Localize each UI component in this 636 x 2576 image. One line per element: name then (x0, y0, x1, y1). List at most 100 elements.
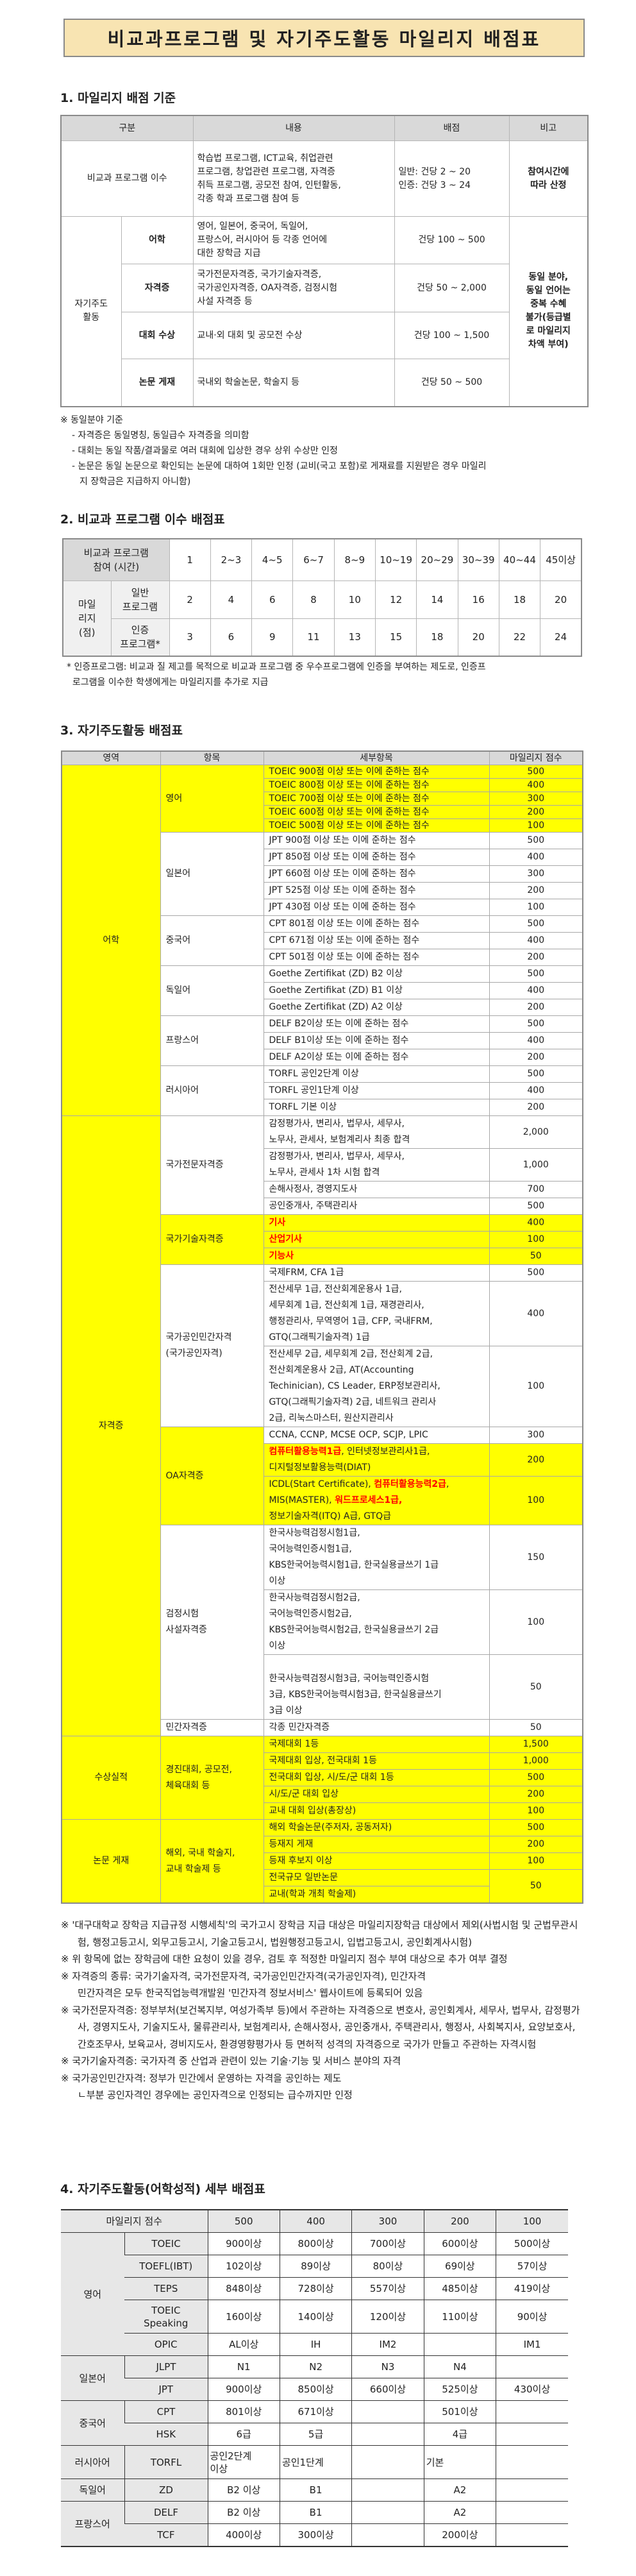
test-threshold: 102이상 (207, 2255, 280, 2278)
detail-text: 감정평가사, 변리사, 법무사, 세무사, 노무사, 관세사 1차 시험 합격 (269, 1151, 405, 1178)
program-points: 일반: 건당 2 ~ 20 인증: 건당 3 ~ 24 (394, 140, 510, 217)
self-sub-label: 대회 수상 (121, 312, 194, 359)
detail-cell: CPT 671점 이상 또는 이에 준하는 점수 (263, 932, 490, 949)
test-threshold: 700이상 (351, 2232, 424, 2255)
test-threshold (496, 2479, 568, 2502)
item-label: 일본어 (160, 832, 264, 916)
score-cell: 200 (489, 805, 583, 819)
score-cell: 400 (489, 849, 583, 866)
detail-text: TORFL 공인1단계 이상 (269, 1085, 359, 1096)
detail-text: CPT 671점 이상 또는 이에 준하는 점수 (269, 935, 420, 945)
language-label: 프랑스어 (61, 2501, 124, 2547)
detail-cell: 국제FRM, CFA 1급 (263, 1264, 490, 1282)
table-row: 한국사능력검정시험3급, 국어능력인증시험 3급, KBS한국어능력시험3급, … (62, 1654, 583, 1720)
detail-cell: TOEIC 900점 이상 또는 이에 준하는 점수 (263, 765, 490, 779)
detail-text: 전국대회 입상, 시/도/군 대회 1등 (269, 1772, 394, 1783)
score-cell: 500 (489, 965, 583, 983)
program-remark: 참여시간에 따라 산정 (508, 140, 589, 217)
table-row: TOEIC 600점 이상 또는 이에 준하는 점수 200 (62, 805, 583, 819)
table-row: 국제대회 입상, 전국대회 1등 1,000 (62, 1752, 583, 1770)
test-name: HSK (124, 2423, 208, 2446)
detail-cell: DELF A2이상 또는 이에 준하는 점수 (263, 1049, 490, 1066)
table-header-row: 영역 항목 세부항목 마일리지 점수 (61, 750, 583, 765)
hours-cell: 10~19 (374, 538, 417, 581)
detail-cell: 국제대회 1등 (263, 1736, 490, 1753)
score-cell: 500 (489, 1769, 583, 1786)
header-category: 구분 (60, 115, 194, 141)
highlighted-detail-text: 컴퓨터활용능력2급 (374, 1479, 446, 1489)
hours-cell: 45이상 (540, 538, 582, 581)
detail-text: 해외 학술논문(주저자, 공동저자) (269, 1822, 392, 1833)
test-threshold (351, 2523, 424, 2547)
detail-text: TORFL 기본 이상 (269, 1102, 337, 1112)
test-threshold: N3 (351, 2355, 424, 2378)
table-row: 컴퓨터활용능력1급, 인터넷정보관리사1급, 디지털정보활용능력(DIAT) 20… (62, 1443, 583, 1477)
detail-cell: 공인중개사, 주택관리사 (263, 1198, 490, 1215)
detail-text: JPT 850점 이상 또는 이에 준하는 점수 (269, 852, 416, 862)
hours-cell: 1 (169, 538, 211, 581)
test-threshold: 공인1단계 (279, 2445, 352, 2479)
detail-cell: 등재 후보지 이상 (263, 1852, 490, 1870)
score-cell: 1,000 (489, 1148, 583, 1182)
test-threshold: 525이상 (423, 2378, 496, 2401)
language-label: 일본어 (61, 2355, 124, 2401)
test-threshold: 4급 (423, 2423, 496, 2446)
note-item: ※ 자격증의 종류: 국가기술자격, 국가전문자격, 국가공인민간자격(국가공인… (61, 1970, 426, 1999)
table-row: 논문 게재 해외, 국내 학술지, 교내 학술제 등 해외 학술논문(주저자, 공동… (61, 1819, 583, 1904)
detail-cell: CCNA, CCNP, MCSE OCP, SCJP, LPIC (263, 1427, 490, 1444)
highlighted-detail-text: 기사 (269, 1217, 286, 1228)
detail-cell: TORFL 공인2단계 이상 (263, 1065, 490, 1083)
table-row: 등재 후보지 이상 100 (62, 1852, 583, 1870)
score-cell: 200 (489, 1786, 583, 1803)
detail-text: 전산세무 2급, 세무회계 2급, 전산회계 2급, 전산회계운용사 2급, A… (269, 1349, 440, 1423)
header-score: 마일리지 점수 (489, 750, 583, 765)
detail-cell: 기사 (263, 1214, 490, 1232)
detail-text: 전국규모 일반논문 (269, 1872, 339, 1883)
detail-text: 국제대회 1등 (269, 1739, 319, 1749)
note-item: - 자격증은 동일명칭, 동일급수 자격증을 의미함 (72, 430, 249, 441)
item-label: 경진대회, 공모전, 체육대회 등 (160, 1736, 264, 1820)
certified-points: 11 (292, 618, 335, 657)
test-threshold (351, 2479, 424, 2502)
detail-cell: 감정평가사, 변리사, 법무사, 세무사, 노무사, 관세사 1차 시험 합격 (263, 1148, 490, 1182)
detail-cell: JPT 850점 이상 또는 이에 준하는 점수 (263, 849, 490, 866)
test-threshold: 110이상 (423, 2300, 496, 2334)
detail-cell: CPT 501점 이상 또는 이에 준하는 점수 (263, 949, 490, 966)
detail-cell: 교내 대회 입상(총장상) (263, 1802, 490, 1820)
note-item: - 논문은 동일 논문으로 확인되는 논문에 대하여 1회만 인정 (교비(국고… (72, 461, 487, 487)
test-threshold: 430이상 (496, 2378, 568, 2401)
hours-cell: 8~9 (333, 538, 376, 581)
table-row: 러시아어 TORFL 공인2단계 이상 500 (62, 1065, 583, 1116)
language-test-row: TEPS 848이상 728이상 557이상 485이상 419이상 (61, 2277, 568, 2300)
test-threshold (496, 2501, 568, 2524)
score-cell: 400 (489, 932, 583, 949)
test-threshold: 850이상 (279, 2378, 352, 2401)
area-label: 자격증 (61, 1115, 161, 1736)
table-row: CPT 671점 이상 또는 이에 준하는 점수 400 (62, 932, 583, 949)
score-cell: 500 (489, 1264, 583, 1282)
detail-text: CPT 501점 이상 또는 이에 준하는 점수 (269, 952, 420, 962)
detail-cell: JPT 660점 이상 또는 이에 준하는 점수 (263, 865, 490, 883)
detail-text: 시/도/군 대회 입상 (269, 1789, 339, 1799)
test-threshold: 419이상 (496, 2277, 568, 2300)
self-points: 건당 50 ~ 2,000 (394, 264, 510, 312)
test-threshold (351, 2445, 424, 2479)
table-row: 전산세무 1급, 전산회계운용사 1급, 세무회계 1급, 전산회계 1급, 재… (62, 1281, 583, 1346)
header-item: 항목 (160, 750, 264, 765)
note-item: - 대회는 동일 작품/결과물로 여러 대회에 입상한 경우 상위 수상만 인정 (72, 446, 338, 456)
test-threshold: IM2 (351, 2333, 424, 2356)
detail-cell: 기능사 (263, 1248, 490, 1265)
table-row: 비교과 프로그램 이수 학습법 프로그램, ICT교육, 취업관련 프로그램, … (60, 140, 589, 217)
self-sub-label: 어학 (121, 216, 194, 264)
mileage-label: 마일 리지 (점) (62, 580, 112, 657)
detail-text: 감정평가사, 변리사, 법무사, 세무사, 노무사, 관세사, 보험계리사 최종… (269, 1119, 410, 1145)
score-cell: 100 (489, 1852, 583, 1870)
general-points: 10 (333, 580, 376, 619)
test-threshold: 200이상 (423, 2523, 496, 2547)
test-threshold: 80이상 (351, 2255, 424, 2278)
header-points: 배점 (394, 115, 510, 141)
test-threshold: A2 (423, 2479, 496, 2502)
header-remark: 비고 (508, 115, 589, 141)
detail-cell: TORFL 기본 이상 (263, 1099, 490, 1116)
score-cell: 400 (489, 982, 583, 999)
